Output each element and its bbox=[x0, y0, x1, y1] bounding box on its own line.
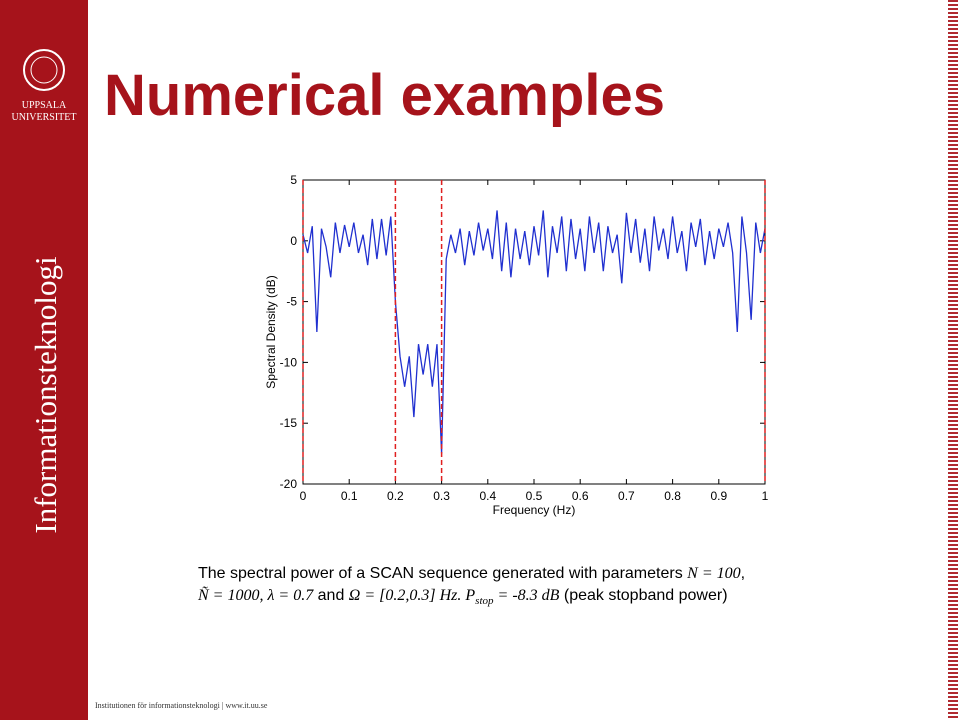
x-tick-label: 0 bbox=[300, 489, 307, 503]
data-line bbox=[302, 210, 766, 454]
sidebar-art: UPPSALA UNIVERSITET Informationsteknolog… bbox=[12, 49, 77, 534]
x-tick-label: 0.1 bbox=[341, 489, 358, 503]
logo-seal bbox=[23, 49, 65, 91]
logo-seal-inner bbox=[30, 56, 58, 84]
x-tick-label: 0.9 bbox=[710, 489, 727, 503]
logo-text: UPPSALA bbox=[22, 100, 67, 111]
x-tick-label: 0.8 bbox=[664, 489, 681, 503]
x-tick-label: 1 bbox=[762, 489, 769, 503]
caption-text: = -8.3 dB bbox=[493, 587, 560, 604]
caption-text: Ñ = 1000, λ = 0.7 bbox=[198, 587, 314, 604]
x-tick-label: 0.6 bbox=[572, 489, 589, 503]
x-tick-label: 0.4 bbox=[479, 489, 496, 503]
footer: Institutionen för informationsteknologi … bbox=[95, 701, 268, 710]
x-tick-label: 0.2 bbox=[387, 489, 404, 503]
caption-text: and bbox=[313, 587, 349, 604]
logo-text: UNIVERSITET bbox=[12, 112, 77, 123]
plot-area bbox=[302, 179, 766, 485]
edge-stripes bbox=[948, 0, 958, 720]
x-tick-label: 0.3 bbox=[433, 489, 450, 503]
caption-text: The spectral power of a SCAN sequence ge… bbox=[198, 565, 688, 582]
y-tick-label: 0 bbox=[290, 234, 297, 248]
caption-text: Ω = [0.2,0.3] Hz. P bbox=[348, 587, 476, 604]
caption-line: Ñ = 1000, λ = 0.7 and Ω = [0.2,0.3] Hz. … bbox=[198, 585, 745, 612]
caption-text: stop bbox=[475, 595, 494, 608]
y-tick-label: -20 bbox=[280, 477, 298, 491]
y-tick-label: -5 bbox=[286, 295, 297, 309]
slide-title: Numerical examples bbox=[104, 63, 665, 128]
y-tick-label: -15 bbox=[280, 416, 298, 430]
sidebar: UPPSALA UNIVERSITET Informationsteknolog… bbox=[0, 0, 88, 720]
x-tick-label: 0.7 bbox=[618, 489, 635, 503]
caption-text: (peak stopband power) bbox=[559, 587, 728, 604]
caption-text: , bbox=[740, 565, 746, 582]
caption-line: The spectral power of a SCAN sequence ge… bbox=[198, 563, 745, 585]
y-tick-label: 5 bbox=[290, 173, 297, 187]
caption: The spectral power of a SCAN sequence ge… bbox=[198, 563, 745, 612]
y-axis-label: Spectral Density (dB) bbox=[264, 275, 278, 388]
x-tick-label: 0.5 bbox=[526, 489, 543, 503]
x-axis-label: Frequency (Hz) bbox=[493, 503, 576, 517]
sidebar-label: Informationsteknologi bbox=[28, 256, 63, 534]
y-tick-label: -10 bbox=[280, 355, 298, 369]
caption-text: N = 100 bbox=[687, 565, 741, 582]
